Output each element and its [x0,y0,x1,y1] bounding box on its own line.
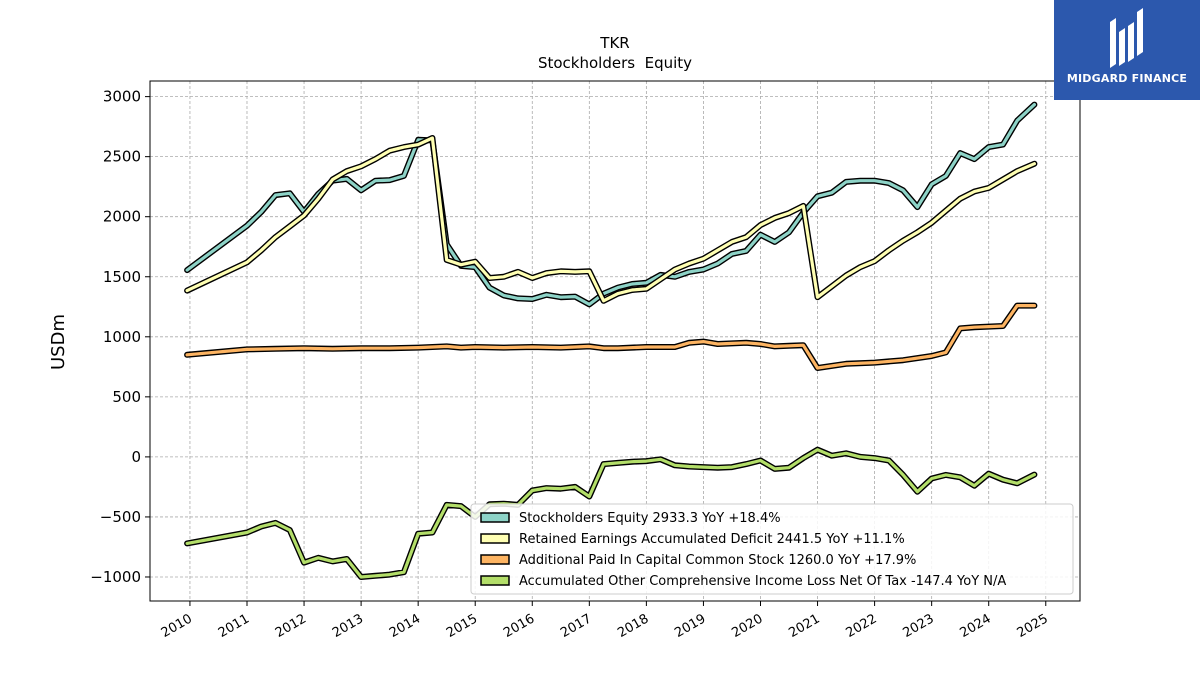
y-tick-label: 3000 [103,88,141,106]
chart-subtitle: Stockholders Equity [538,54,692,72]
x-tick-label: 2023 [900,611,936,641]
x-tick-label: 2025 [1015,611,1051,641]
logo-mark-icon [1110,8,1143,68]
y-tick-label: 1500 [103,268,141,286]
series-line [185,448,1036,579]
legend-label: Stockholders Equity 2933.3 YoY +18.4% [519,511,781,526]
series-lines [184,101,1038,580]
x-tick-label: 2019 [672,611,708,641]
y-tick-label: 0 [131,448,141,466]
y-tick-label: −1000 [90,568,141,586]
series-line [185,103,1036,306]
y-tick-label: 2500 [103,148,141,166]
legend-swatch [480,533,510,544]
y-tick-label: 2000 [103,208,141,226]
y-tick-label: −500 [100,508,141,526]
x-tick-label: 2022 [843,611,879,641]
legend-box [470,503,1074,595]
series-line [185,304,1036,370]
x-tick-label: 2018 [615,611,651,641]
y-axis-label: USDm [48,314,69,370]
legend-swatch [480,512,510,523]
x-tick-label: 2021 [786,611,822,641]
x-tick-label: 2020 [729,611,765,641]
x-tick-label: 2017 [558,611,594,641]
series-additional-paid-in-capital-common-stock [184,302,1038,371]
y-tick-label: 500 [112,388,141,406]
legend-swatch [480,575,510,586]
legend-label: Accumulated Other Comprehensive Income L… [519,574,1006,589]
brand-logo: MIDGARD FINANCE [1054,0,1200,100]
x-tick-label: 2013 [330,611,366,641]
series-accumulated-other-comprehensive-income-loss-net-of-tax [184,446,1038,580]
y-tick-label: 1000 [103,328,141,346]
x-tick-label: 2016 [501,611,537,641]
chart-title: TKR [599,34,629,52]
x-tick-label: 2011 [216,611,252,641]
x-tick-label: 2014 [387,611,423,641]
series-line [185,136,1036,303]
series-stockholders-equity [184,101,1038,308]
legend-swatch [480,554,510,565]
legend: Stockholders Equity 2933.3 YoY +18.4% Ret… [470,503,1074,595]
legend-label: Retained Earnings Accumulated Deficit 24… [519,532,905,547]
plot-frame [149,80,1081,602]
x-tick-label: 2010 [159,611,195,641]
x-tick-label: 2015 [444,611,480,641]
x-tick-label: 2012 [273,611,309,641]
brand-name: MIDGARD FINANCE [1066,72,1188,85]
x-tick-label: 2024 [958,611,994,641]
legend-label: Additional Paid In Capital Common Stock … [519,553,916,568]
series-retained-earnings-accumulated-deficit [184,135,1038,304]
